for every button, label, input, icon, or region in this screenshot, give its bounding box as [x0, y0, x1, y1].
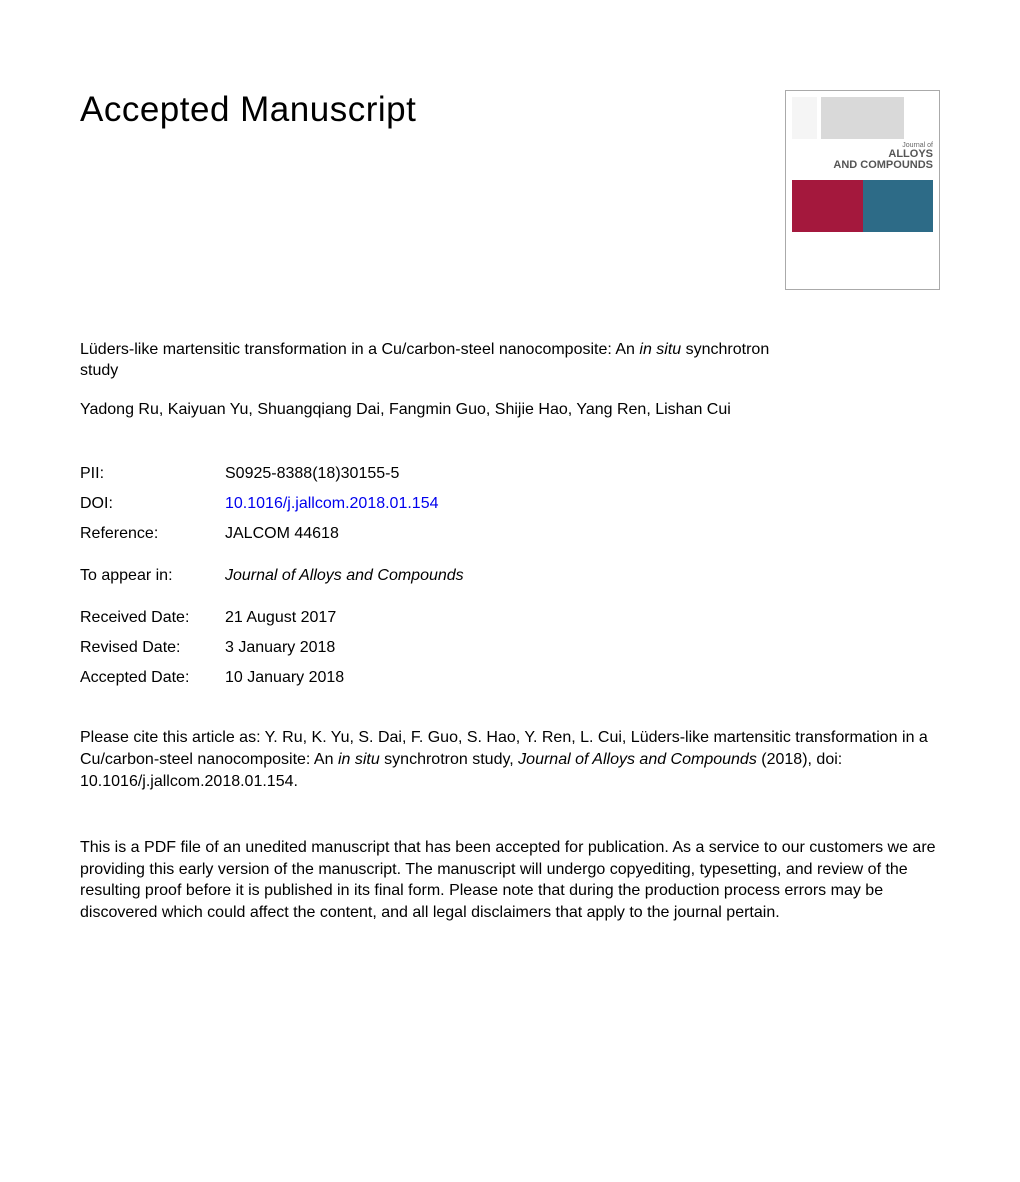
- citation-insitu: in situ: [338, 751, 380, 768]
- meta-row-doi: DOI: 10.1016/j.jallcom.2018.01.154: [80, 495, 940, 513]
- cover-title-compounds: AND COMPOUNDS: [792, 160, 933, 171]
- page-heading: Accepted Manuscript: [80, 90, 416, 130]
- authors-list: Yadong Ru, Kaiyuan Yu, Shuangqiang Dai, …: [80, 400, 780, 421]
- doi-link[interactable]: 10.1016/j.jallcom.2018.01.154: [225, 495, 940, 513]
- reference-value: JALCOM 44618: [225, 525, 940, 543]
- cover-gray-block: [821, 97, 904, 139]
- citation-mid: synchrotron study,: [380, 751, 518, 768]
- appear-value: Journal of Alloys and Compounds: [225, 567, 940, 585]
- citation-journal: Journal of Alloys and Compounds: [518, 751, 757, 768]
- reference-label: Reference:: [80, 525, 225, 543]
- disclaimer-text: This is a PDF file of an unedited manusc…: [80, 837, 940, 923]
- pii-label: PII:: [80, 465, 225, 483]
- cover-publisher-logo: [792, 97, 817, 139]
- revised-label: Revised Date:: [80, 639, 225, 657]
- meta-row-revised: Revised Date: 3 January 2018: [80, 639, 940, 657]
- meta-row-pii: PII: S0925-8388(18)30155-5: [80, 465, 940, 483]
- received-label: Received Date:: [80, 609, 225, 627]
- meta-row-accepted: Accepted Date: 10 January 2018: [80, 669, 940, 687]
- cover-subtitle: [792, 171, 933, 176]
- revised-value: 3 January 2018: [225, 639, 940, 657]
- cover-top-strip: [792, 97, 933, 139]
- article-title-prefix: Lüders-like martensitic transformation i…: [80, 341, 639, 358]
- metadata-table: PII: S0925-8388(18)30155-5 DOI: 10.1016/…: [80, 465, 940, 687]
- accepted-value: 10 January 2018: [225, 669, 940, 687]
- citation-text: Please cite this article as: Y. Ru, K. Y…: [80, 727, 940, 792]
- cover-block-magenta: [792, 180, 863, 232]
- meta-row-appear: To appear in: Journal of Alloys and Comp…: [80, 567, 940, 585]
- cover-footer-text: [792, 236, 933, 250]
- accepted-label: Accepted Date:: [80, 669, 225, 687]
- appear-label: To appear in:: [80, 567, 225, 585]
- received-value: 21 August 2017: [225, 609, 940, 627]
- article-title: Lüders-like martensitic transformation i…: [80, 340, 780, 382]
- pii-value: S0925-8388(18)30155-5: [225, 465, 940, 483]
- doi-label: DOI:: [80, 495, 225, 513]
- article-title-italic: in situ: [639, 341, 681, 358]
- cover-color-blocks: [792, 180, 933, 232]
- cover-block-teal: [863, 180, 934, 232]
- meta-row-reference: Reference: JALCOM 44618: [80, 525, 940, 543]
- journal-cover-thumbnail: Journal of ALLOYS AND COMPOUNDS: [785, 90, 940, 290]
- header-row: Accepted Manuscript Journal of ALLOYS AN…: [80, 90, 940, 290]
- meta-row-received: Received Date: 21 August 2017: [80, 609, 940, 627]
- cover-issn-block: [908, 97, 933, 139]
